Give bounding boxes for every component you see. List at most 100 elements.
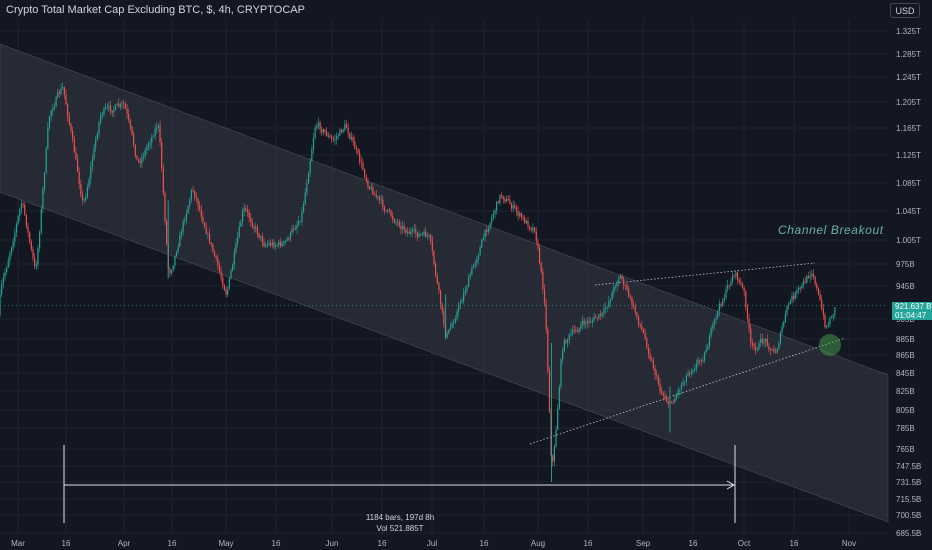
- candle-body: [390, 210, 392, 217]
- y-tick-label[interactable]: 1.205T: [896, 98, 921, 107]
- x-tick-label[interactable]: 16: [378, 539, 387, 548]
- x-tick-label[interactable]: 16: [480, 539, 489, 548]
- x-tick-label[interactable]: Aug: [531, 539, 545, 548]
- y-tick-label[interactable]: 765B: [896, 445, 915, 454]
- x-tick-label[interactable]: 16: [168, 539, 177, 548]
- candle-body: [453, 322, 455, 324]
- y-tick-label[interactable]: 1.165T: [896, 124, 921, 133]
- x-tick-label[interactable]: Nov: [842, 539, 856, 548]
- candle-body: [560, 359, 562, 387]
- candle-body: [543, 288, 546, 303]
- y-tick-label[interactable]: 845B: [896, 369, 915, 378]
- candle-body: [195, 196, 197, 199]
- x-tick-label[interactable]: 16: [689, 539, 698, 548]
- y-tick-label[interactable]: 715.5B: [896, 495, 921, 504]
- candle-body: [350, 137, 353, 139]
- candle-body: [410, 231, 412, 234]
- candle-body: [783, 322, 785, 327]
- candle-body: [67, 104, 69, 117]
- candle-body: [393, 219, 395, 223]
- y-tick-label[interactable]: 945B: [896, 282, 915, 291]
- y-tick-label[interactable]: 685.5B: [896, 529, 921, 538]
- candle-body: [65, 94, 67, 105]
- candle-body: [375, 194, 377, 197]
- y-tick-label[interactable]: 1.245T: [896, 73, 921, 82]
- y-tick-label[interactable]: 975B: [896, 260, 915, 269]
- candle-body: [768, 345, 770, 350]
- x-tick-label[interactable]: Jun: [326, 539, 339, 548]
- candle-body: [378, 196, 381, 200]
- candle-body: [253, 226, 255, 229]
- candle-body: [502, 196, 504, 200]
- candle-body: [22, 203, 24, 205]
- candle-body: [633, 305, 635, 307]
- candle-body: [784, 313, 786, 323]
- candle-body: [306, 183, 308, 193]
- candle-body: [0, 294, 1, 315]
- y-tick-label[interactable]: 1.005T: [896, 236, 921, 245]
- candle-body: [438, 282, 440, 291]
- y-tick-label[interactable]: 865B: [896, 351, 915, 360]
- candle-body: [596, 317, 598, 319]
- candle-body: [289, 232, 291, 240]
- x-tick-label[interactable]: Mar: [11, 539, 25, 548]
- candle-body: [542, 271, 544, 289]
- y-tick-label[interactable]: 747.5B: [896, 462, 921, 471]
- candle-body: [263, 242, 265, 247]
- candle-body: [6, 267, 8, 273]
- y-tick-label[interactable]: 885B: [896, 335, 915, 344]
- x-tick-label[interactable]: 16: [62, 539, 71, 548]
- candle-body: [662, 393, 664, 396]
- candle-body: [187, 205, 189, 214]
- x-tick-label[interactable]: Jul: [427, 539, 437, 548]
- candle-body: [177, 246, 179, 252]
- x-tick-label[interactable]: May: [218, 539, 233, 548]
- bar-countdown: 01:04:47: [895, 311, 927, 320]
- y-tick-label[interactable]: 1.045T: [896, 207, 921, 216]
- price-axis[interactable]: 1.325T 1.285T 1.245T 1.205T 1.165T 1.125T 1.08…: [896, 27, 921, 538]
- date-range-measure: [63, 445, 736, 523]
- time-axis[interactable]: Mar 16 Apr 16 May 16 Jun 16 Jul 16 Aug 16 Sep 16 Oct 16…: [11, 539, 856, 548]
- candle-body: [213, 251, 216, 257]
- candle-body: [469, 274, 471, 278]
- y-tick-label[interactable]: 1.085T: [896, 179, 921, 188]
- candle-body: [700, 360, 702, 362]
- x-tick-label[interactable]: 16: [584, 539, 593, 548]
- y-tick-label[interactable]: 1.285T: [896, 50, 921, 59]
- y-tick-label[interactable]: 785B: [896, 424, 915, 433]
- x-tick-label[interactable]: 16: [790, 539, 799, 548]
- candle-body: [146, 146, 148, 151]
- x-tick-label[interactable]: 16: [272, 539, 281, 548]
- candle-body: [20, 203, 23, 210]
- x-tick-label[interactable]: Sep: [636, 539, 651, 548]
- candle-body: [786, 305, 788, 314]
- y-tick-label[interactable]: 1.325T: [896, 27, 921, 36]
- y-tick-label[interactable]: 731.5B: [896, 478, 921, 487]
- currency-button[interactable]: USD: [890, 3, 920, 18]
- y-tick-label[interactable]: 825B: [896, 387, 915, 396]
- candle-body: [75, 152, 77, 159]
- y-tick-label[interactable]: 805B: [896, 406, 915, 415]
- candle-body: [590, 322, 592, 323]
- candle-body: [55, 97, 57, 107]
- candle-body: [758, 342, 760, 350]
- y-tick-label[interactable]: 1.125T: [896, 151, 921, 160]
- candle-body: [435, 263, 437, 276]
- candle-body: [557, 408, 559, 430]
- candle-body: [509, 200, 511, 204]
- candle-body: [745, 291, 747, 308]
- candle-body: [98, 122, 100, 134]
- candle-body: [227, 288, 229, 295]
- candle-body: [268, 243, 270, 245]
- candle-body: [788, 303, 790, 306]
- y-tick-label[interactable]: 700.5B: [896, 511, 921, 520]
- candle-body: [697, 360, 699, 364]
- candle-body: [738, 279, 740, 282]
- candle-body: [25, 214, 27, 227]
- candle-body: [225, 290, 227, 295]
- x-tick-label[interactable]: Oct: [738, 539, 751, 548]
- x-tick-label[interactable]: Apr: [118, 539, 131, 548]
- candle-body: [727, 285, 729, 289]
- candle-body: [636, 312, 638, 318]
